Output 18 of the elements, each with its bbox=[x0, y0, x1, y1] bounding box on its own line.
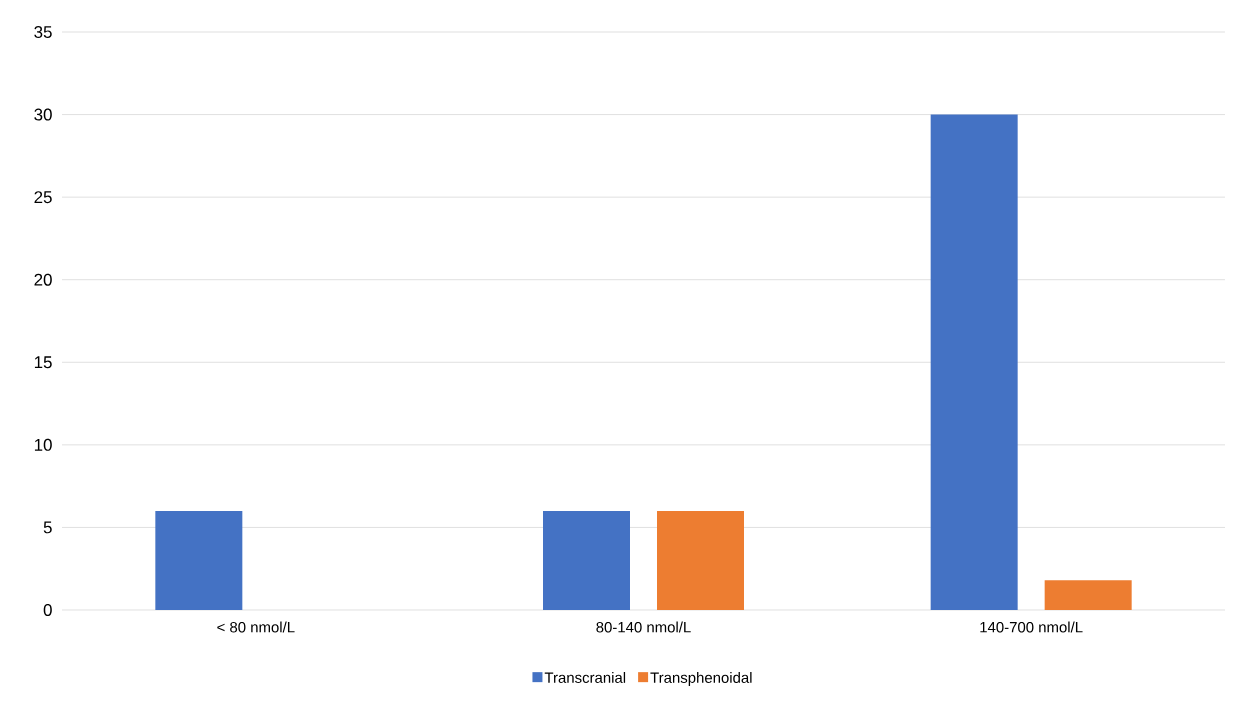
y-tick-label: 20 bbox=[34, 273, 52, 286]
x-tick-label: < 80 nmol/L bbox=[217, 621, 295, 633]
y-tick-label: 10 bbox=[34, 438, 52, 451]
y-tick-label: 15 bbox=[34, 356, 52, 369]
legend-label: Transcranial bbox=[544, 671, 626, 683]
bar bbox=[155, 510, 243, 610]
y-tick-label: 25 bbox=[34, 191, 52, 204]
y-tick-label: 35 bbox=[34, 26, 52, 38]
y-tick-label: 30 bbox=[34, 108, 52, 121]
x-tick-label: 80-140 nmol/L bbox=[596, 621, 691, 633]
bar bbox=[1044, 580, 1132, 610]
legend-label: Transphenoidal bbox=[650, 671, 752, 686]
x-tick-label: 140-700 nmol/L bbox=[980, 621, 1083, 633]
bar bbox=[657, 510, 744, 610]
y-tick-label: 5 bbox=[43, 521, 52, 534]
bar bbox=[930, 114, 1018, 610]
bar bbox=[543, 510, 630, 610]
y-tick-label: 0 bbox=[43, 604, 52, 616]
